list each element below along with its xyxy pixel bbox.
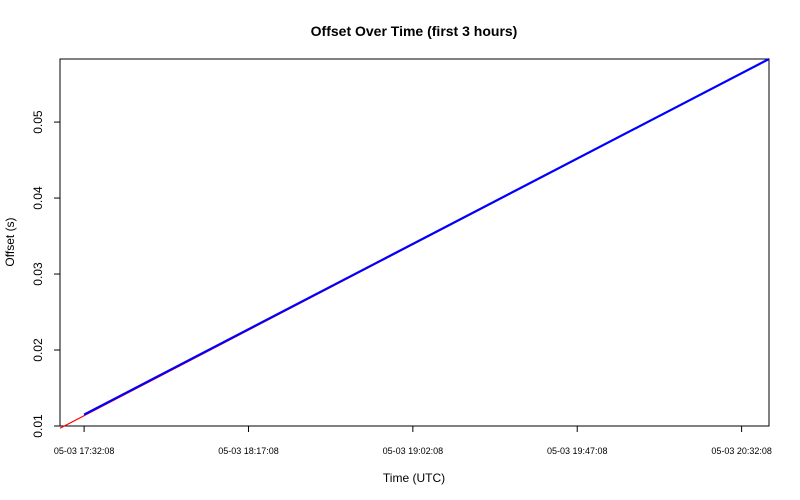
plot-frame — [59, 58, 770, 427]
x-axis-title: Time (UTC) — [383, 471, 445, 485]
chart-title: Offset Over Time (first 3 hours) — [311, 23, 518, 39]
series-layer — [59, 58, 770, 429]
series-line-blue — [83, 58, 770, 416]
x-tick-label: 05-03 19:02:08 — [383, 446, 444, 456]
x-tick-label: 05-03 19:47:08 — [547, 446, 608, 456]
x-tick-label: 05-03 17:32:08 — [54, 446, 115, 456]
x-tick-label: 05-03 20:32:08 — [711, 446, 772, 456]
y-tick-label: 0.04 — [31, 186, 45, 210]
y-axis: 0.01 0.02 0.03 0.04 0.05 — [31, 110, 60, 438]
x-axis: 05-03 17:32:08 05-03 18:17:08 05-03 19:02:… — [54, 426, 772, 456]
x-tick-label: 05-03 18:17:08 — [218, 446, 279, 456]
y-tick-label: 0.02 — [31, 338, 45, 362]
y-tick-label: 0.01 — [31, 414, 45, 438]
y-axis-title: Offset (s) — [3, 217, 17, 266]
y-tick-label: 0.03 — [31, 262, 45, 286]
y-tick-label: 0.05 — [31, 110, 45, 134]
